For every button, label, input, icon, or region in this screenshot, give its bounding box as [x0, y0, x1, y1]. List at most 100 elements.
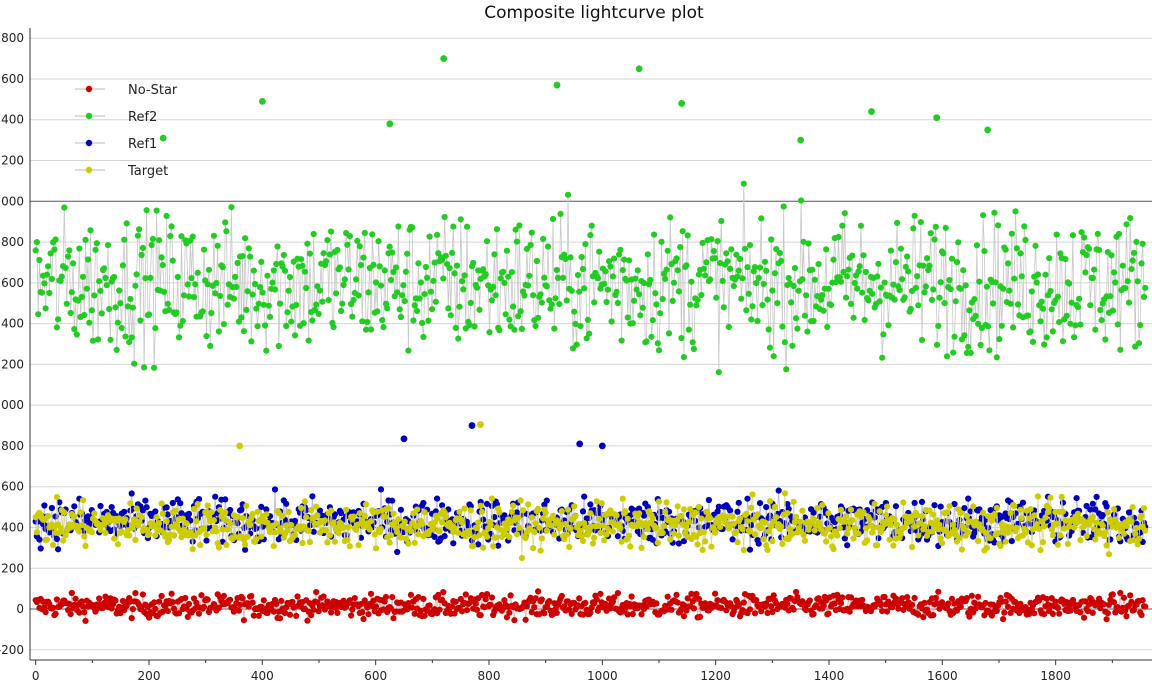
- data-point: [131, 516, 138, 523]
- data-point: [1140, 293, 1148, 300]
- data-point: [820, 307, 827, 314]
- data-point: [780, 203, 787, 210]
- data-point: [557, 210, 564, 217]
- data-point: [918, 513, 926, 520]
- data-point: [847, 594, 855, 601]
- data-point: [1031, 512, 1038, 519]
- data-point: [851, 279, 858, 287]
- data-point: [104, 242, 112, 249]
- data-point: [733, 528, 740, 536]
- data-point: [129, 521, 136, 528]
- data-point: [559, 274, 567, 281]
- data-point: [335, 529, 342, 537]
- data-point: [771, 270, 779, 277]
- data-point: [143, 504, 150, 511]
- data-point: [791, 265, 799, 272]
- data-point: [586, 330, 593, 337]
- data-point: [463, 223, 471, 230]
- data-point: [892, 259, 900, 266]
- data-point: [470, 259, 477, 266]
- data-point: [904, 594, 911, 601]
- data-point: [724, 258, 731, 265]
- data-point: [394, 529, 401, 536]
- data-point: [953, 259, 961, 266]
- data-point: [426, 602, 433, 609]
- data-point: [204, 281, 211, 288]
- data-point: [1059, 338, 1066, 345]
- data-point: [875, 260, 882, 267]
- data-point: [490, 543, 497, 550]
- data-point: [636, 505, 643, 512]
- data-point: [700, 265, 708, 272]
- data-point: [938, 539, 946, 547]
- data-point: [424, 274, 431, 281]
- data-point: [633, 523, 640, 530]
- data-point: [714, 238, 721, 245]
- data-point: [718, 604, 725, 612]
- data-point: [346, 597, 353, 604]
- data-point: [66, 600, 73, 608]
- data-point: [248, 338, 255, 345]
- data-point: [628, 593, 635, 600]
- outlier-point: [477, 421, 484, 428]
- data-point: [663, 266, 670, 273]
- data-point: [1137, 529, 1144, 536]
- data-point: [1002, 538, 1009, 545]
- data-point: [910, 225, 917, 232]
- data-point: [326, 532, 333, 539]
- data-point: [451, 270, 458, 277]
- data-point: [694, 296, 701, 303]
- data-point: [680, 506, 688, 513]
- data-point: [511, 617, 518, 624]
- data-point: [950, 349, 957, 356]
- data-point: [460, 286, 467, 293]
- data-point: [516, 524, 523, 532]
- data-point: [92, 246, 99, 253]
- data-point: [698, 291, 705, 299]
- data-point: [370, 261, 377, 268]
- data-point: [219, 264, 226, 271]
- data-point: [463, 607, 471, 614]
- data-point: [238, 506, 245, 513]
- data-point: [269, 279, 276, 286]
- data-point: [354, 237, 361, 244]
- data-point: [918, 498, 926, 505]
- data-point: [599, 522, 607, 529]
- data-point: [478, 508, 486, 515]
- data-point: [77, 509, 84, 516]
- data-point: [746, 242, 754, 249]
- data-point: [164, 608, 171, 615]
- data-point: [289, 598, 296, 606]
- data-point: [794, 325, 801, 332]
- data-point: [161, 288, 168, 295]
- data-point: [674, 599, 681, 606]
- data-point: [674, 503, 681, 510]
- data-point: [836, 525, 843, 532]
- data-point: [638, 544, 645, 552]
- data-point: [759, 302, 766, 309]
- data-point: [1054, 604, 1061, 612]
- data-point: [503, 614, 510, 621]
- data-point: [281, 609, 289, 617]
- data-point: [156, 598, 163, 605]
- data-point: [951, 500, 958, 508]
- data-point: [1091, 526, 1098, 533]
- data-point: [48, 504, 56, 512]
- data-point: [1117, 346, 1124, 353]
- data-point: [1142, 603, 1149, 610]
- data-point: [936, 521, 943, 528]
- data-point: [501, 520, 508, 527]
- data-point: [270, 608, 277, 615]
- data-point: [715, 503, 722, 510]
- data-point: [478, 591, 486, 599]
- legend-marker: [85, 166, 93, 174]
- data-point: [846, 608, 853, 615]
- series-target: [32, 490, 1149, 562]
- data-point: [71, 503, 78, 510]
- data-point: [856, 263, 863, 270]
- data-point: [508, 269, 515, 276]
- data-point: [763, 267, 770, 274]
- data-point: [736, 515, 744, 522]
- data-point: [37, 545, 44, 552]
- data-point: [1094, 230, 1101, 237]
